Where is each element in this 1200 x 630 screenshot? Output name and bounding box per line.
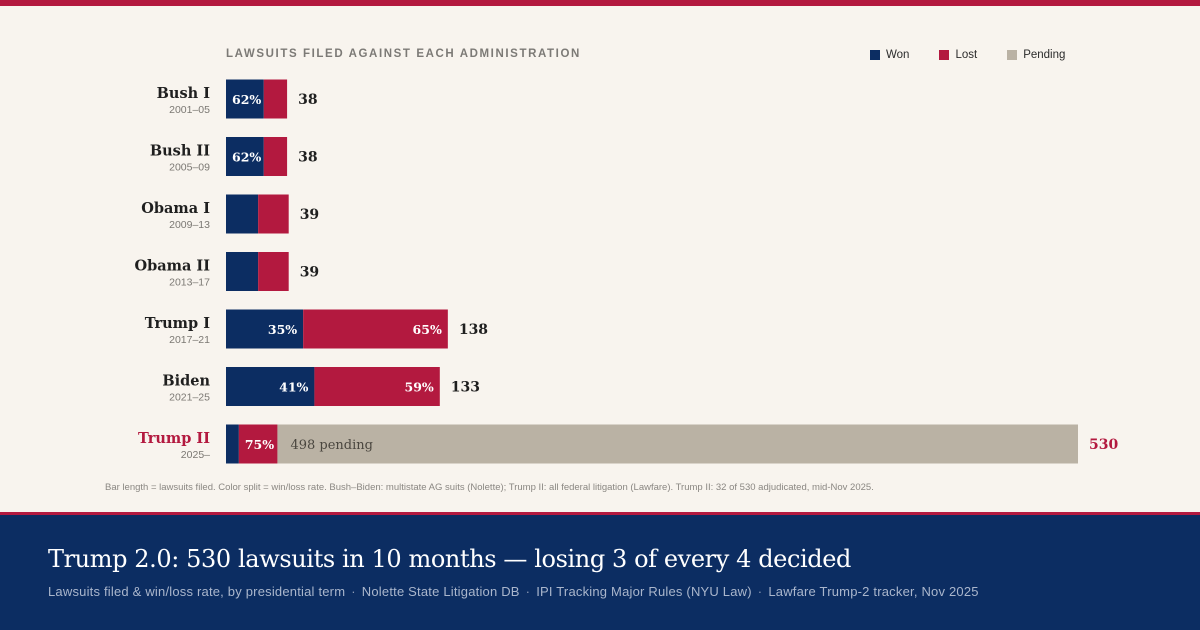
bar-pending-trump-ii	[277, 424, 1078, 464]
category-label-bush-ii: Bush II	[150, 143, 210, 160]
category-years-bush-i: 2001–05	[169, 104, 210, 116]
bar-label-lost-trump-ii: 75%	[245, 437, 274, 452]
total-label-trump-ii: 530	[1089, 437, 1118, 453]
separator: ·	[351, 584, 356, 599]
category-label-trump-ii: Trump II	[138, 430, 210, 447]
bar-won-obama-ii	[226, 252, 259, 291]
bar-label-pending-trump-ii: 498 pending	[290, 438, 373, 453]
bar-won-trump-ii	[226, 424, 239, 464]
legend-item-won: Won	[870, 49, 909, 61]
bar-label-lost-biden: 59%	[405, 380, 434, 395]
total-label-trump-i: 138	[459, 322, 488, 338]
bar-won-trump-i	[226, 309, 304, 349]
total-label-obama-i: 39	[300, 207, 319, 223]
bar-label-lost-trump-i: 65%	[413, 322, 442, 337]
category-years-obama-ii: 2013–17	[169, 277, 210, 289]
bar-label-won-bush-i: 62%	[232, 92, 261, 107]
bottom-title-panel: Trump 2.0: 530 lawsuits in 10 months — l…	[0, 512, 1200, 630]
total-label-biden: 133	[451, 380, 480, 396]
bar-lost-obama-i	[258, 194, 289, 234]
bar-lost-obama-ii	[258, 252, 289, 291]
legend-swatch-won	[870, 50, 880, 60]
chart-legend: Won Lost Pending	[870, 49, 1095, 61]
category-years-obama-i: 2009–13	[169, 219, 210, 231]
bar-lost-trump-i	[303, 309, 448, 349]
total-label-obama-ii: 39	[300, 265, 319, 281]
bar-label-won-biden: 41%	[279, 380, 308, 395]
bar-lost-bush-i	[263, 79, 288, 119]
source-2: IPI Tracking Major Rules (NYU Law)	[536, 584, 752, 599]
bar-lost-bush-ii	[263, 137, 288, 176]
category-label-obama-ii: Obama II	[134, 258, 210, 275]
category-years-trump-i: 2017–21	[169, 334, 210, 346]
legend-label-lost: Lost	[955, 49, 978, 61]
category-label-trump-i: Trump I	[145, 315, 210, 332]
legend-item-lost: Lost	[939, 49, 977, 61]
chart-footnote: Bar length = lawsuits filed. Color split…	[105, 482, 874, 493]
bar-won-bush-ii	[226, 137, 264, 176]
legend-swatch-lost	[939, 50, 950, 60]
subtitle: Lawsuits filed & win/loss rate, by presi…	[48, 584, 346, 599]
category-label-obama-i: Obama I	[141, 200, 210, 217]
top-accent-rule	[0, 0, 1200, 6]
legend-item-pending: Pending	[1007, 49, 1065, 61]
bar-won-obama-i	[226, 194, 259, 234]
category-label-bush-i: Bush I	[157, 85, 211, 102]
source-3: Lawfare Trump-2 tracker, Nov 2025	[768, 584, 979, 599]
headline: Trump 2.0: 530 lawsuits in 10 months — l…	[48, 545, 852, 573]
separator: ·	[757, 584, 763, 599]
category-years-bush-ii: 2005–09	[169, 162, 210, 174]
bar-won-biden	[226, 367, 315, 406]
subtitle-sources: Lawsuits filed & win/loss rate, by presi…	[48, 584, 979, 599]
legend-label-pending: Pending	[1023, 49, 1066, 61]
separator: ·	[525, 584, 531, 599]
bar-label-won-bush-ii: 62%	[232, 150, 261, 165]
total-label-bush-ii: 38	[298, 150, 317, 166]
category-years-biden: 2021–25	[169, 392, 210, 404]
category-years-trump-ii: 2025–	[181, 449, 210, 461]
bar-lost-trump-ii	[238, 424, 278, 464]
bar-label-won-trump-i: 35%	[268, 322, 297, 337]
total-label-bush-i: 38	[298, 92, 317, 108]
bar-won-bush-i	[226, 79, 264, 119]
category-label-biden: Biden	[162, 373, 210, 390]
legend-label-won: Won	[886, 49, 910, 61]
source-1: Nolette State Litigation DB	[361, 584, 520, 599]
bar-lost-biden	[314, 367, 440, 406]
legend-swatch-pending	[1007, 50, 1018, 60]
chart-title: LAWSUITS FILED AGAINST EACH ADMINISTRATI…	[226, 48, 581, 60]
bar-chart: Bush I 2001–05 62% 38 Bush II 2005–09 62% 38 Oba…	[134, 79, 1118, 464]
